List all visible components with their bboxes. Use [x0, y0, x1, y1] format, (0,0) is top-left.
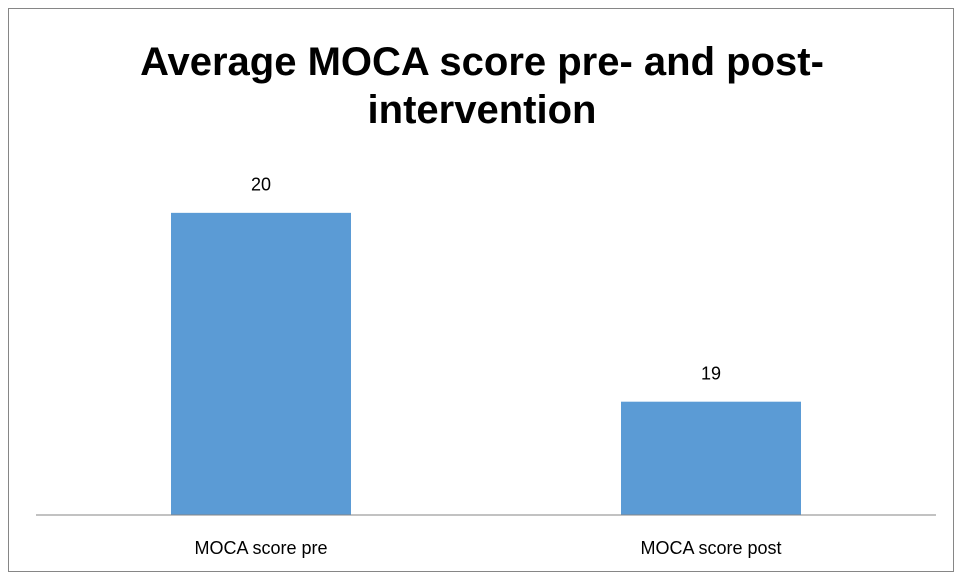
data-label: 20 — [251, 175, 271, 195]
chart-frame — [8, 8, 954, 572]
data-label: 19 — [701, 363, 721, 383]
x-tick-label: MOCA score post — [640, 538, 781, 558]
x-tick-label: MOCA score pre — [194, 538, 327, 558]
bar — [171, 212, 351, 515]
chart-title: Average MOCA score pre- and post-interve… — [140, 40, 824, 132]
bar — [621, 401, 801, 515]
